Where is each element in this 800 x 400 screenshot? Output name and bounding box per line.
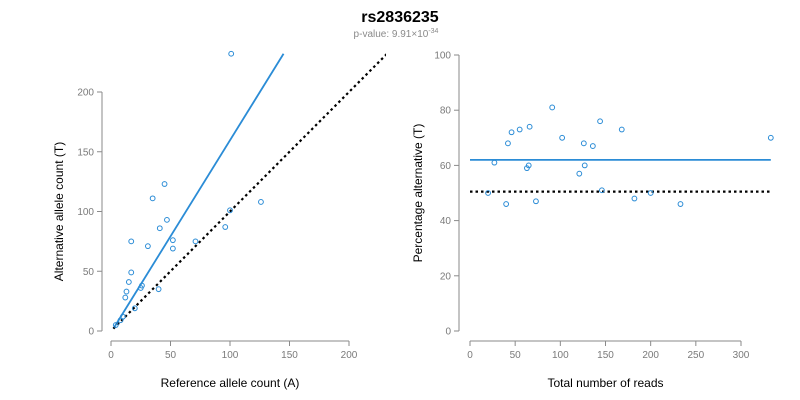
data-point xyxy=(767,134,774,141)
data-point xyxy=(131,305,138,312)
x-tick-label: 50 xyxy=(510,350,522,361)
y-tick-label: 60 xyxy=(440,161,452,172)
data-point xyxy=(559,134,566,141)
data-point xyxy=(533,198,539,205)
data-point xyxy=(505,140,511,147)
data-point xyxy=(164,216,170,223)
chart-subtitle: p-value: 9.91×10-34 xyxy=(354,28,439,40)
data-point xyxy=(258,199,264,205)
data-point xyxy=(125,279,132,285)
data-point xyxy=(647,190,654,196)
y-tick-label: 40 xyxy=(440,216,452,227)
x-tick-label: 0 xyxy=(108,350,114,361)
data-point xyxy=(549,104,556,111)
data-point xyxy=(631,195,638,202)
data-point xyxy=(580,140,587,147)
data-point xyxy=(149,195,156,202)
chart-title: rs2836235 xyxy=(361,9,439,26)
data-point xyxy=(485,190,491,196)
x-tick-label: 100 xyxy=(222,350,239,361)
data-point xyxy=(597,118,603,125)
y-axis-title: Alternative allele count (T) xyxy=(52,142,66,281)
p-value-exponent: -34 xyxy=(428,28,438,35)
y-tick-label: 0 xyxy=(88,327,94,338)
data-point xyxy=(139,282,145,289)
data-point xyxy=(227,207,233,214)
data-point xyxy=(508,129,515,136)
trend-lines xyxy=(112,53,386,330)
data-point xyxy=(222,224,229,230)
x-tick-label: 300 xyxy=(733,350,750,361)
data-point xyxy=(169,245,176,252)
data-point xyxy=(503,201,510,207)
data-point xyxy=(123,288,130,295)
data-point xyxy=(156,225,163,232)
data-point xyxy=(516,126,523,133)
trend-lines xyxy=(470,158,771,193)
right-panel-scatter: 0 50 100 150 200 250 300 0 20 40 60 80 100 Total numb… xyxy=(411,51,774,390)
data-points xyxy=(112,50,264,328)
x-axis-title: Total number of reads xyxy=(547,376,663,390)
data-point xyxy=(581,162,588,169)
data-point xyxy=(120,313,126,320)
data-point xyxy=(228,50,235,57)
data-point xyxy=(161,181,168,187)
data-point xyxy=(677,201,684,207)
x-tick-label: 200 xyxy=(341,350,358,361)
data-points xyxy=(485,104,774,207)
y-tick-label: 50 xyxy=(83,267,95,278)
data-point xyxy=(112,322,119,328)
y-tick-label: 200 xyxy=(77,88,94,99)
data-point xyxy=(155,286,162,293)
data-point xyxy=(525,162,532,169)
x-tick-label: 200 xyxy=(642,350,659,361)
x-tick-label: 150 xyxy=(281,350,298,361)
reference-line xyxy=(112,53,386,330)
data-point xyxy=(618,126,625,133)
p-value-text: p-value: 9.91×10 xyxy=(354,29,429,40)
x-tick-label: 0 xyxy=(467,350,473,361)
data-point xyxy=(598,187,605,194)
y-tick-label: 0 xyxy=(445,327,451,338)
y-tick-label: 80 xyxy=(440,106,452,117)
y-tick-label: 100 xyxy=(77,207,94,218)
y-axis-title: Percentage alternative (T) xyxy=(411,124,425,263)
y-tick-label: 20 xyxy=(440,271,452,282)
data-point xyxy=(576,170,583,177)
x-tick-label: 100 xyxy=(552,350,569,361)
data-point xyxy=(144,243,151,250)
data-point xyxy=(589,143,596,149)
data-point xyxy=(526,123,533,130)
x-axis-title: Reference allele count (A) xyxy=(161,376,300,390)
data-point xyxy=(192,238,199,245)
x-tick-label: 50 xyxy=(165,350,177,361)
data-point xyxy=(491,159,498,166)
data-point xyxy=(122,294,129,301)
left-panel-scatter: 0 50 100 150 200 0 50 100 150 200 Reference allele… xyxy=(52,50,386,390)
data-point xyxy=(169,237,176,244)
y-tick-label: 150 xyxy=(77,147,94,158)
data-point xyxy=(128,238,135,245)
x-tick-label: 250 xyxy=(687,350,704,361)
y-tick-label: 100 xyxy=(434,51,451,62)
data-point xyxy=(128,269,135,276)
x-tick-label: 150 xyxy=(597,350,614,361)
